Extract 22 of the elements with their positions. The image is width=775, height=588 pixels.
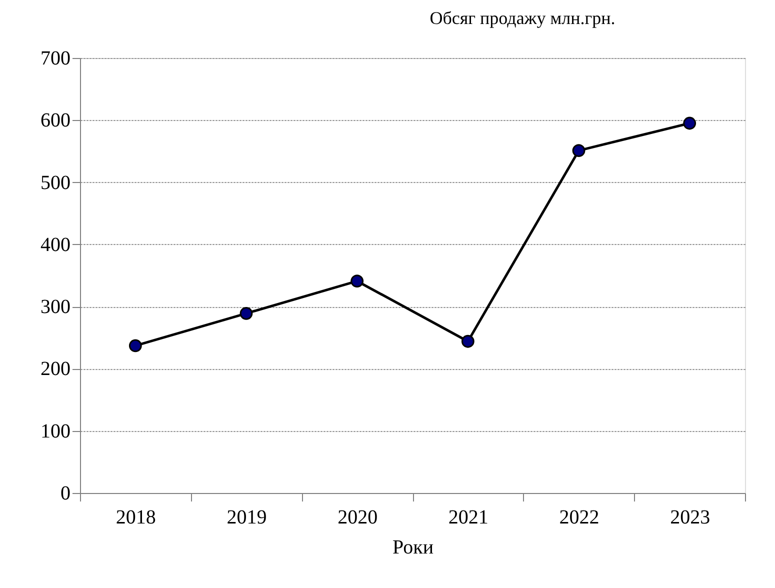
point	[240, 306, 253, 320]
x-tick-label: 2018	[116, 506, 156, 528]
x-tick-label: 2021	[448, 506, 488, 528]
x-tick-label: 2019	[226, 506, 267, 528]
point	[572, 144, 586, 158]
y-tick-label: 700	[40, 48, 70, 70]
x-tick-label: 2020	[338, 506, 378, 528]
y-tick-label: 200	[40, 358, 70, 380]
x-tick-label: 2023	[670, 506, 710, 528]
y-tick-label: 300	[40, 296, 70, 318]
point	[128, 339, 142, 352]
x-axis-title: Роки	[392, 536, 434, 558]
y-tick-label: 0	[60, 482, 70, 504]
point	[683, 116, 696, 130]
y-tick-label: 500	[40, 172, 70, 194]
chart-title: Обсяг продажу млн.грн.	[430, 8, 616, 28]
y-tick-label: 400	[40, 234, 70, 256]
y-tick-label: 100	[40, 420, 70, 442]
x-tick-label: 2022	[559, 506, 600, 528]
point	[461, 334, 474, 348]
point	[350, 274, 364, 288]
y-tick-label: 600	[40, 110, 70, 132]
